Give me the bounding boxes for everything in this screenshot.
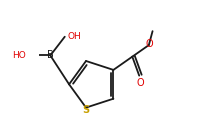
Text: OH: OH — [68, 31, 82, 40]
Text: O: O — [146, 39, 153, 49]
Text: B: B — [47, 51, 54, 60]
Text: O: O — [136, 78, 144, 88]
Text: HO: HO — [12, 51, 25, 60]
Text: S: S — [83, 105, 90, 115]
